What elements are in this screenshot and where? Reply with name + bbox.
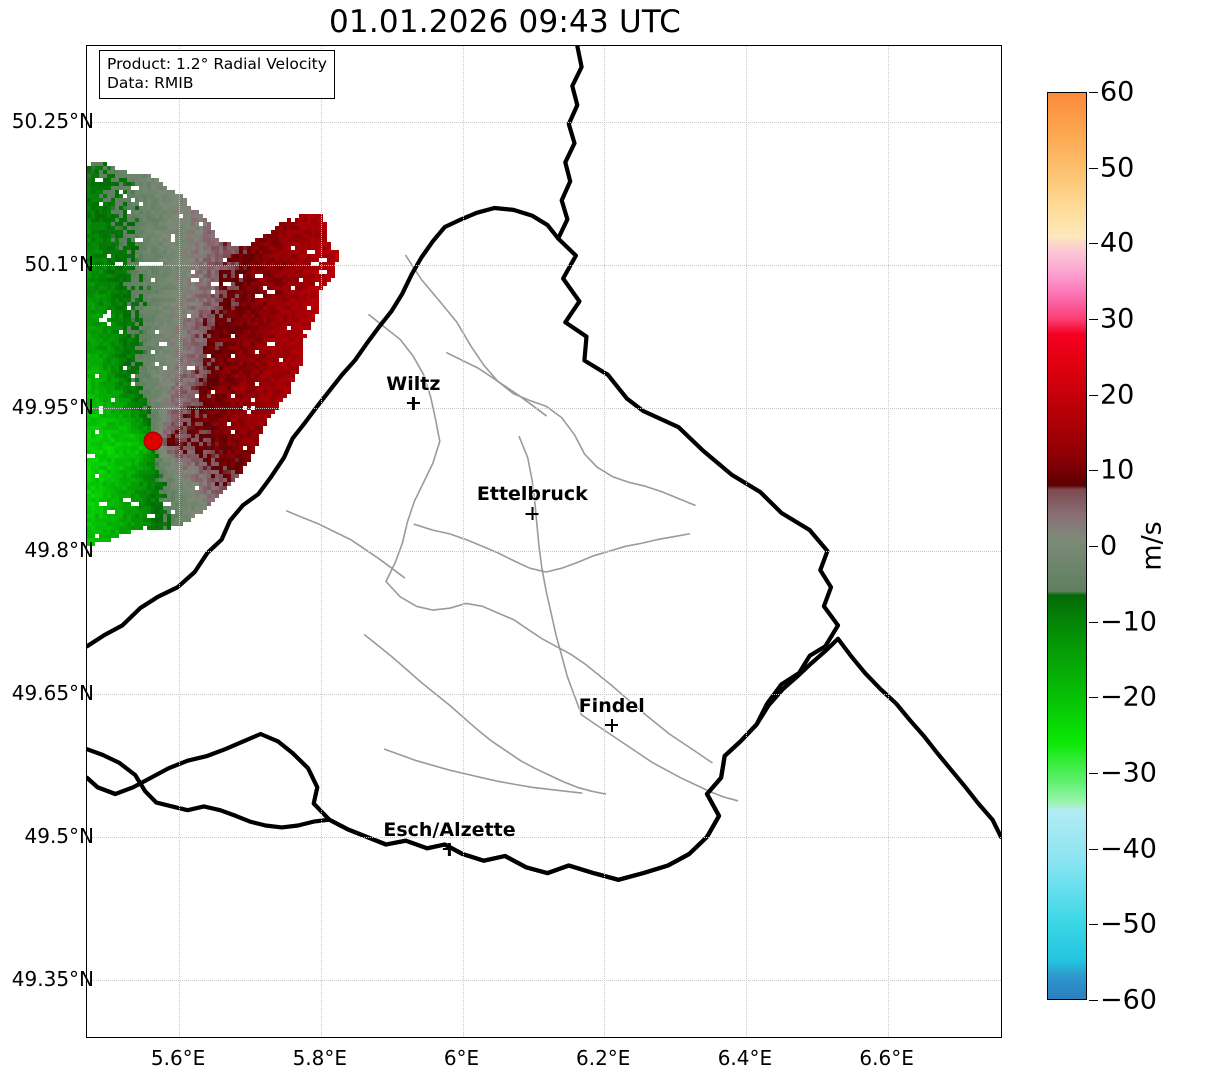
gridline-vertical bbox=[604, 46, 606, 1037]
colorbar-gradient bbox=[1048, 93, 1086, 999]
colorbar-tick-label: −20 bbox=[1100, 681, 1157, 713]
colorbar-tick-mark bbox=[1089, 1000, 1098, 1001]
colorbar-tick-label: 10 bbox=[1100, 454, 1135, 486]
gridline-vertical bbox=[320, 46, 322, 1037]
admin-border-line bbox=[446, 352, 547, 417]
y-axis-tick-label: 49.95°N bbox=[11, 395, 94, 420]
radar-site-marker[interactable] bbox=[143, 431, 163, 451]
gridline-horizontal bbox=[87, 408, 1001, 410]
country-border-line bbox=[87, 205, 561, 649]
colorbar-tick-mark bbox=[1089, 697, 1098, 699]
y-axis-tick-label: 49.5°N bbox=[24, 823, 95, 848]
admin-border-line bbox=[383, 748, 583, 794]
country-border-line bbox=[87, 747, 332, 830]
colorbar-tick-label: −50 bbox=[1100, 908, 1157, 940]
colorbar-tick-mark bbox=[1089, 470, 1098, 472]
colorbar-tick-mark bbox=[1089, 243, 1098, 245]
gridline-vertical bbox=[887, 46, 889, 1037]
gridline-vertical bbox=[179, 46, 181, 1037]
colorbar-tick-mark bbox=[1089, 621, 1098, 623]
gridline-horizontal bbox=[87, 979, 1001, 981]
colorbar-tick-label: −60 bbox=[1100, 984, 1157, 1016]
admin-border-line bbox=[286, 510, 406, 579]
product-info-box: Product: 1.2° Radial Velocity Data: RMIB bbox=[99, 50, 335, 99]
colorbar-tick-label: 0 bbox=[1100, 530, 1118, 562]
colorbar-tick-label: −30 bbox=[1100, 757, 1157, 789]
info-data-line: Data: RMIB bbox=[107, 73, 194, 92]
x-axis-tick-label: 6.2°E bbox=[575, 1046, 631, 1070]
y-axis-tick-label: 49.65°N bbox=[11, 680, 94, 705]
country-border-line bbox=[87, 775, 118, 797]
map-borders-layer bbox=[87, 46, 1001, 882]
admin-border-line bbox=[385, 580, 713, 764]
country-border-line bbox=[556, 46, 584, 241]
x-axis-tick-label: 6.4°E bbox=[717, 1046, 773, 1070]
colorbar-tick-mark bbox=[1089, 848, 1098, 850]
colorbar-tick-label: 60 bbox=[1100, 76, 1135, 108]
y-axis-tick-label: 50.1°N bbox=[24, 252, 95, 277]
colorbar-tick-label: −10 bbox=[1100, 606, 1157, 638]
admin-border-line bbox=[580, 714, 739, 802]
gridline-horizontal bbox=[87, 551, 1001, 553]
x-axis-tick-label: 5.6°E bbox=[150, 1046, 206, 1070]
colorbar-tick-mark bbox=[1089, 394, 1098, 396]
colorbar-tick-mark bbox=[1089, 319, 1098, 320]
page-title: 01.01.2026 09:43 UTC bbox=[329, 4, 681, 40]
colorbar-tick-label: 50 bbox=[1100, 152, 1135, 184]
x-axis-tick-label: 5.8°E bbox=[292, 1046, 348, 1070]
colorbar-tick-mark bbox=[1089, 167, 1098, 169]
admin-border-line bbox=[363, 634, 607, 795]
colorbar-unit-label: m/s bbox=[1136, 521, 1168, 571]
colorbar-tick-mark bbox=[1089, 92, 1098, 93]
gridline-vertical bbox=[462, 46, 464, 1037]
admin-border-line bbox=[413, 523, 690, 573]
admin-border-line bbox=[368, 313, 441, 583]
map-plot-area[interactable] bbox=[86, 45, 1002, 1038]
colorbar-tick-label: −40 bbox=[1100, 833, 1157, 865]
info-product-line: Product: 1.2° Radial Velocity bbox=[107, 55, 327, 73]
colorbar-tick-label: 40 bbox=[1100, 227, 1135, 259]
colorbar-tick-mark bbox=[1089, 773, 1098, 774]
y-axis-tick-label: 49.35°N bbox=[11, 966, 94, 991]
x-axis-tick-label: 6°E bbox=[443, 1046, 480, 1070]
colorbar[interactable] bbox=[1047, 92, 1087, 1000]
y-axis-tick-label: 49.8°N bbox=[24, 538, 95, 563]
gridline-horizontal bbox=[87, 265, 1001, 267]
admin-border-line bbox=[405, 254, 696, 507]
colorbar-tick-mark bbox=[1089, 546, 1098, 547]
colorbar-tick-mark bbox=[1089, 924, 1098, 926]
y-axis-tick-label: 50.25°N bbox=[11, 109, 94, 134]
colorbar-tick-label: 30 bbox=[1100, 303, 1135, 335]
gridline-horizontal bbox=[87, 693, 1001, 695]
gridline-horizontal bbox=[87, 122, 1001, 124]
map-clip bbox=[87, 46, 1001, 1037]
colorbar-tick-label: 20 bbox=[1100, 379, 1135, 411]
gridline-horizontal bbox=[87, 836, 1001, 838]
x-axis-tick-label: 6.6°E bbox=[859, 1046, 914, 1070]
country-border-line bbox=[327, 636, 1001, 882]
admin-border-line bbox=[518, 435, 583, 716]
gridline-vertical bbox=[745, 46, 747, 1037]
